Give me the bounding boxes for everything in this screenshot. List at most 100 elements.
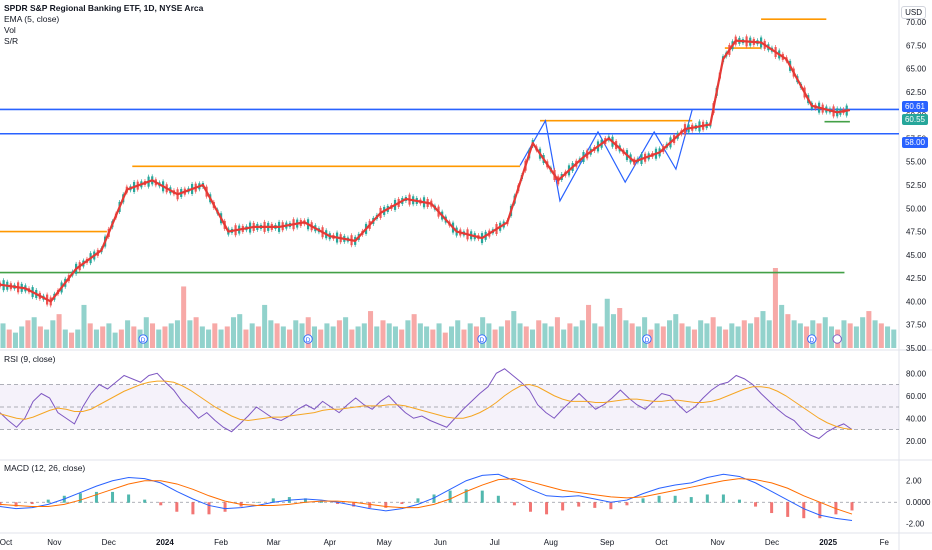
ema-legend[interactable]: EMA (5, close) (4, 14, 60, 24)
volume-bar (698, 320, 704, 348)
axes: 35.00 37.50 40.00 42.50 45.00 47.50 50.00 52.50… (0, 18, 927, 547)
volume-bar (442, 332, 448, 348)
volume-bar (44, 329, 50, 348)
volume-bar (6, 329, 12, 348)
volume-bar (318, 329, 324, 348)
volume-bar (667, 320, 673, 348)
volume-bar (772, 268, 778, 348)
volume-bar (816, 323, 822, 348)
volume-bar (19, 326, 25, 348)
dividend-marker-label: D (306, 337, 311, 344)
volume-bars (0, 268, 897, 348)
macd-histogram-bar (0, 502, 2, 506)
volume-bar (193, 317, 199, 348)
volume-bar (417, 323, 423, 348)
volume-bar (174, 320, 180, 348)
macd-histogram-bar (352, 502, 356, 507)
volume-bar (330, 326, 336, 348)
volume-bar (891, 329, 897, 348)
volume-bar (218, 329, 224, 348)
time-tick-label: Apr (324, 538, 337, 547)
volume-bar (380, 320, 386, 348)
price-tick-label: 67.50 (906, 41, 927, 50)
currency-badge[interactable]: USD (901, 6, 926, 19)
volume-bar (69, 332, 75, 348)
volume-bar (505, 320, 511, 348)
macd-histogram-bar (78, 493, 82, 503)
volume-bar (536, 320, 542, 348)
rsi-legend[interactable]: RSI (9, close) (4, 354, 56, 364)
volume-bar (642, 317, 648, 348)
macd-histogram-bar (609, 502, 613, 510)
volume-bar (779, 304, 785, 348)
volume-bar (604, 298, 610, 348)
macd-pane: 2.00 0.0000 -2.00 (0, 473, 931, 529)
volume-bar (754, 317, 760, 348)
volume-bar (685, 326, 691, 348)
volume-bar (449, 326, 455, 348)
volume-bar (305, 317, 311, 348)
support-price-badge: 58.00 (901, 137, 928, 148)
volume-bar (255, 326, 261, 348)
volume-bar (511, 311, 517, 348)
volume-bar (56, 314, 62, 348)
volume-bar (81, 304, 87, 348)
volume-bar (853, 326, 859, 348)
volume-bar (112, 332, 118, 348)
volume-bar (741, 320, 747, 348)
time-tick-label: Nov (47, 538, 61, 547)
volume-bar (206, 329, 212, 348)
macd-histogram-bar (545, 502, 549, 515)
macd-histogram-bar (143, 499, 147, 503)
volume-bar (529, 329, 536, 348)
volume-bar (567, 323, 573, 348)
dividend-marker-label: D (809, 337, 814, 344)
volume-bar (517, 323, 523, 348)
macd-histogram-bar (512, 502, 516, 506)
volume-bar (87, 323, 93, 348)
volume-bar (785, 314, 791, 348)
volume-bar (598, 326, 604, 348)
rsi-tick-label: 40.00 (906, 414, 927, 423)
macd-histogram-bar (641, 498, 645, 503)
volume-bar (411, 314, 417, 348)
vol-legend[interactable]: Vol (4, 25, 16, 35)
volume-bar (299, 323, 305, 348)
volume-bar (368, 311, 374, 348)
volume-bar (424, 326, 430, 348)
volume-bar (486, 323, 492, 348)
volume-bar (430, 329, 436, 348)
volume-bar (810, 320, 816, 348)
time-tick-label: Oct (0, 538, 13, 547)
volume-bar (361, 323, 367, 348)
rsi-ma-line (0, 380, 853, 430)
sr-legend[interactable]: S/R (4, 36, 19, 46)
volume-bar (847, 323, 853, 348)
volume-bar (729, 323, 735, 348)
time-tick-label: Feb (214, 538, 228, 547)
macd-histogram-bar (657, 495, 661, 503)
rsi-tick-label: 20.00 (906, 437, 927, 446)
volume-bar (293, 320, 299, 348)
volume-bar (12, 332, 18, 348)
macd-line (0, 473, 853, 521)
macd-histogram-bar (30, 502, 34, 505)
price-tick-label: 50.00 (906, 204, 927, 213)
macd-histogram-bar (673, 495, 677, 503)
dividend-marker (807, 334, 817, 344)
macd-tick-label: -2.00 (906, 520, 925, 529)
volume-bar (75, 329, 81, 348)
macd-histogram-bar (577, 502, 581, 507)
volume-bar (548, 326, 554, 348)
time-tick-label: Jul (490, 538, 500, 547)
volume-bar (766, 320, 772, 348)
volume-bar (131, 326, 137, 348)
volume-bar (660, 326, 666, 348)
dividend-marker (303, 334, 313, 344)
time-tick-label: Jun (434, 538, 447, 547)
symbol-title[interactable]: SPDR S&P Regional Banking ETF, 1D, NYSE … (4, 3, 204, 13)
volume-bar (399, 329, 405, 348)
rsi-pane: 20.00 40.00 60.00 80.00 (0, 368, 927, 446)
macd-legend[interactable]: MACD (12, 26, close) (4, 463, 86, 473)
